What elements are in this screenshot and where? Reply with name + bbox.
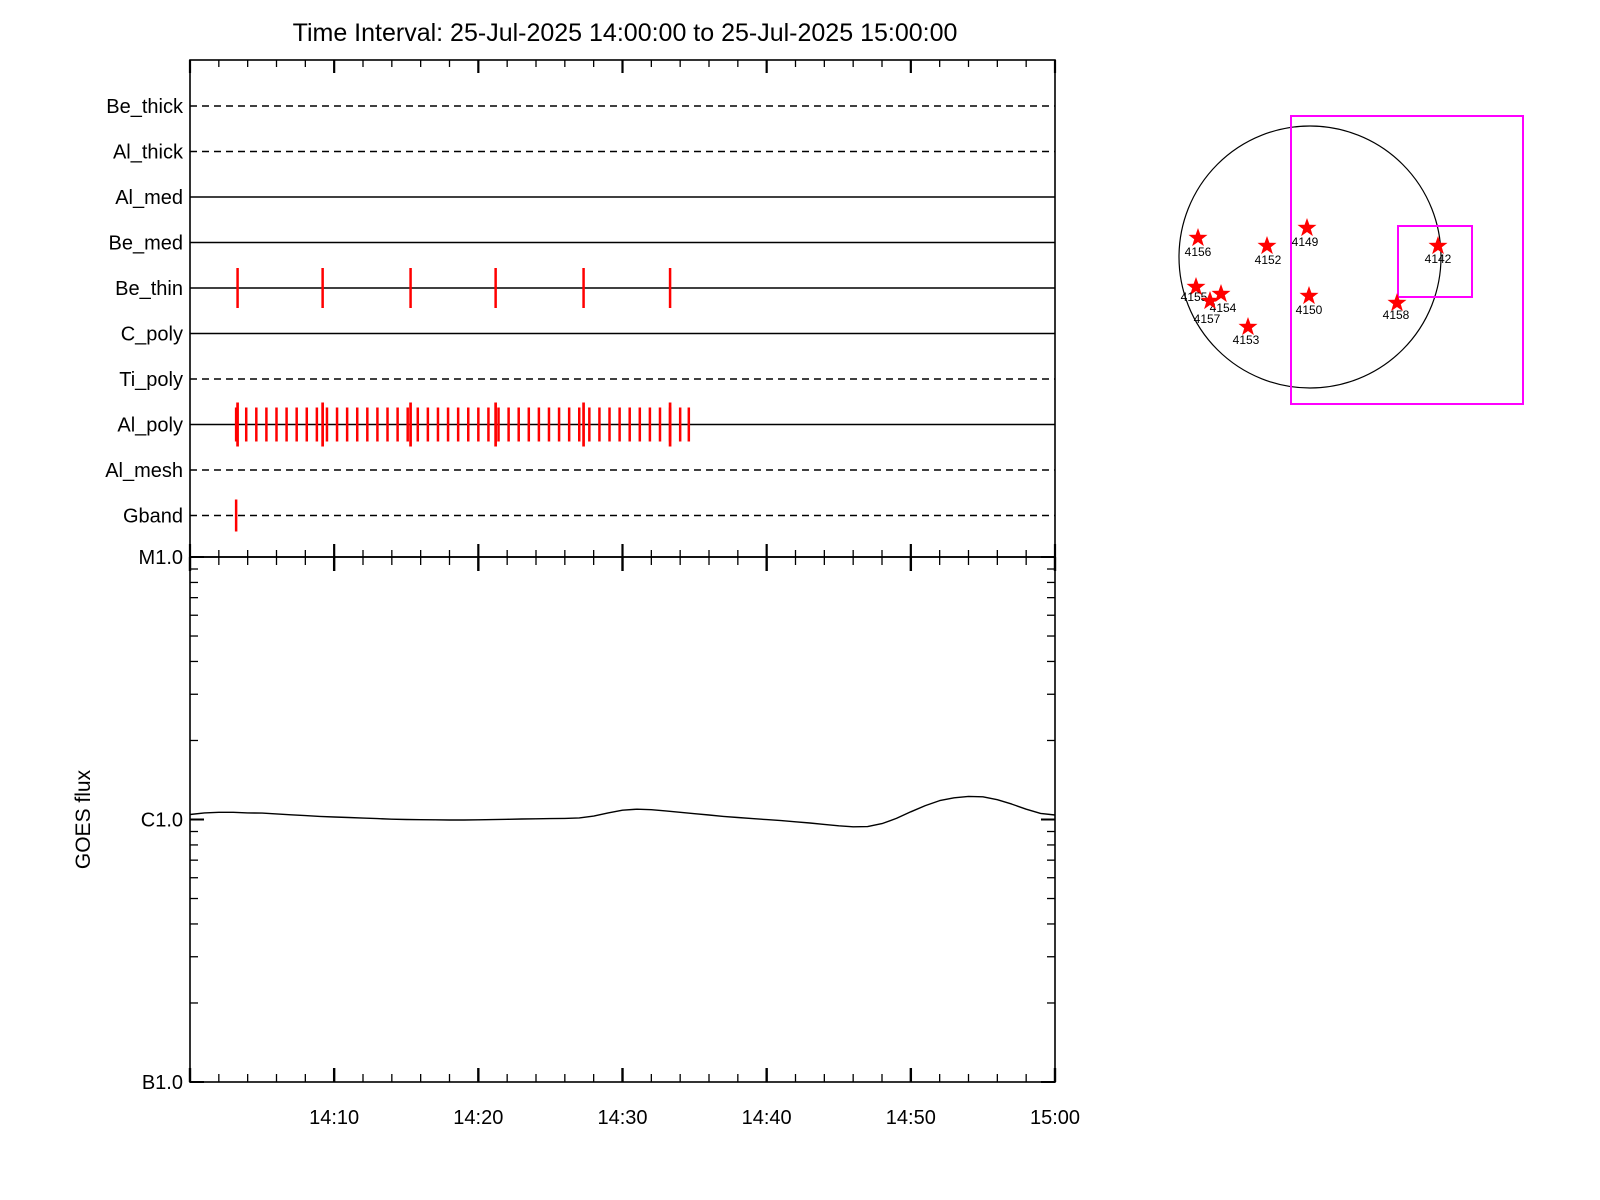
- filter-label-Be_med: Be_med: [109, 233, 184, 255]
- goes-ytick-label-B1.0: B1.0: [142, 1072, 183, 1094]
- filter-label-Be_thick: Be_thick: [106, 96, 184, 118]
- filter-label-Gband: Gband: [123, 506, 183, 528]
- filter-timeline-panel: Be_thick Al_thick Al_med Be_med Be_thin C_pol…: [105, 59, 1057, 558]
- active-region-star-4157: [1200, 291, 1220, 310]
- filter-label-Al_mesh: Al_mesh: [105, 460, 183, 482]
- goes-xtick-label-14:40: 14:40: [742, 1107, 792, 1129]
- goes-xtick-label-14:20: 14:20: [453, 1107, 503, 1129]
- active-region-label-4142: 4142: [1425, 252, 1452, 266]
- active-region-star-4150: [1299, 286, 1319, 305]
- active-region-label-4149: 4149: [1292, 235, 1319, 249]
- filter-label-C_poly: C_poly: [121, 324, 183, 346]
- active-region-label-4158: 4158: [1383, 308, 1410, 322]
- page-title: Time Interval: 25-Jul-2025 14:00:00 to 2…: [293, 19, 958, 47]
- active-region-label-4152: 4152: [1255, 253, 1282, 267]
- active-region-star-4156: [1188, 228, 1208, 247]
- goes-ylabel: GOES flux: [72, 769, 95, 869]
- active-region-star-4158: [1387, 293, 1407, 312]
- fov-box-small: [1397, 225, 1473, 298]
- goes-frame: [189, 556, 1056, 1083]
- filter-label-Al_med: Al_med: [115, 187, 183, 209]
- filter-label-Al_thick: Al_thick: [113, 142, 184, 164]
- active-region-star-4153: [1238, 317, 1258, 336]
- active-region-star-4142: [1428, 236, 1448, 255]
- active-region-star-4155: [1186, 277, 1206, 296]
- filter-label-Ti_poly: Ti_poly: [119, 369, 183, 391]
- active-region-label-4150: 4150: [1296, 303, 1323, 317]
- solar-limb-circle: [1178, 125, 1442, 389]
- goes-xtick-label-15:00: 15:00: [1030, 1107, 1080, 1129]
- timeline-frame: [189, 59, 1056, 558]
- filter-label-Al_poly: Al_poly: [117, 415, 183, 437]
- active-region-star-4149: [1297, 218, 1317, 237]
- goes-xtick-label-14:10: 14:10: [309, 1107, 359, 1129]
- goes-ytick-label-C1.0: C1.0: [141, 810, 183, 832]
- active-region-label-4156: 4156: [1185, 245, 1212, 259]
- goes-ytick-label-M1.0: M1.0: [139, 547, 183, 569]
- active-region-label-4154: 4154: [1210, 301, 1237, 315]
- goes-xtick-label-14:50: 14:50: [886, 1107, 936, 1129]
- active-region-label-4157: 4157: [1194, 312, 1221, 326]
- filter-label-Be_thin: Be_thin: [115, 278, 183, 300]
- active-region-star-4152: [1257, 236, 1277, 255]
- active-region-star-4154: [1211, 284, 1231, 303]
- goes-flux-curve: [189, 795, 1056, 828]
- active-region-label-4155: 4155: [1181, 290, 1208, 304]
- goes-xtick-label-14:30: 14:30: [597, 1107, 647, 1129]
- active-region-label-4153: 4153: [1233, 333, 1260, 347]
- goes-flux-panel: M1.0 C1.0 B1.0 14:10 14:20 14:30 14:40 14:50 15:…: [72, 547, 1080, 1129]
- fov-box-large: [1290, 115, 1524, 405]
